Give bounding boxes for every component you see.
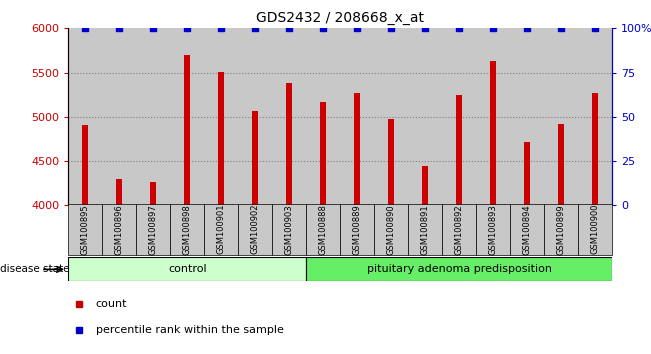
Bar [354,93,360,205]
Bar [592,93,598,205]
Bar [558,124,564,205]
Bar [510,28,544,205]
Bar [306,257,612,281]
Text: control: control [168,264,206,274]
Bar [102,28,136,205]
Bar [238,204,272,255]
Bar [68,28,102,205]
Text: GSM100902: GSM100902 [251,204,260,255]
Bar [218,72,225,205]
Bar [490,61,496,205]
Text: GSM100900: GSM100900 [590,204,600,255]
Bar [578,204,612,255]
Text: GSM100898: GSM100898 [183,204,192,255]
Bar [150,182,156,205]
Text: GSM100892: GSM100892 [454,204,464,255]
Bar [340,28,374,205]
Bar [578,28,612,205]
Title: GDS2432 / 208668_x_at: GDS2432 / 208668_x_at [256,11,424,24]
Text: GSM100893: GSM100893 [488,204,497,255]
Text: GSM100890: GSM100890 [387,204,396,255]
Bar [238,28,272,205]
Bar [524,143,530,205]
Bar [442,204,476,255]
Text: GSM100894: GSM100894 [523,204,531,255]
Text: GSM100888: GSM100888 [318,204,327,255]
Text: GSM100903: GSM100903 [284,204,294,255]
Bar [204,204,238,255]
Bar [320,102,326,205]
Bar [136,204,171,255]
Bar [286,83,292,205]
Bar [544,28,578,205]
Bar [408,204,442,255]
Bar [252,111,258,205]
Bar [544,204,578,255]
Bar [184,55,190,205]
Bar [476,28,510,205]
Bar [306,28,340,205]
Bar [82,125,89,205]
Bar [340,204,374,255]
Bar [272,28,306,205]
Bar [476,204,510,255]
Bar [442,28,476,205]
Bar [102,204,136,255]
Bar [68,257,306,281]
Bar [117,179,122,205]
Bar [510,204,544,255]
Text: GSM100901: GSM100901 [217,204,226,255]
Bar [374,28,408,205]
Bar [388,119,394,205]
Text: GSM100891: GSM100891 [421,204,430,255]
Bar [204,28,238,205]
Bar [408,28,442,205]
Text: GSM100896: GSM100896 [115,204,124,255]
Bar [422,166,428,205]
Bar [171,28,204,205]
Text: GSM100895: GSM100895 [81,204,90,255]
Bar [456,95,462,205]
Bar [306,204,340,255]
Text: GSM100899: GSM100899 [557,204,566,255]
Bar [272,204,306,255]
Text: GSM100889: GSM100889 [353,204,362,255]
Text: GSM100897: GSM100897 [149,204,158,255]
Text: count: count [96,298,127,309]
Text: percentile rank within the sample: percentile rank within the sample [96,325,283,335]
Bar [374,204,408,255]
Bar [136,28,171,205]
Text: disease state: disease state [0,264,70,274]
Bar [171,204,204,255]
Text: pituitary adenoma predisposition: pituitary adenoma predisposition [367,264,551,274]
Bar [68,204,102,255]
